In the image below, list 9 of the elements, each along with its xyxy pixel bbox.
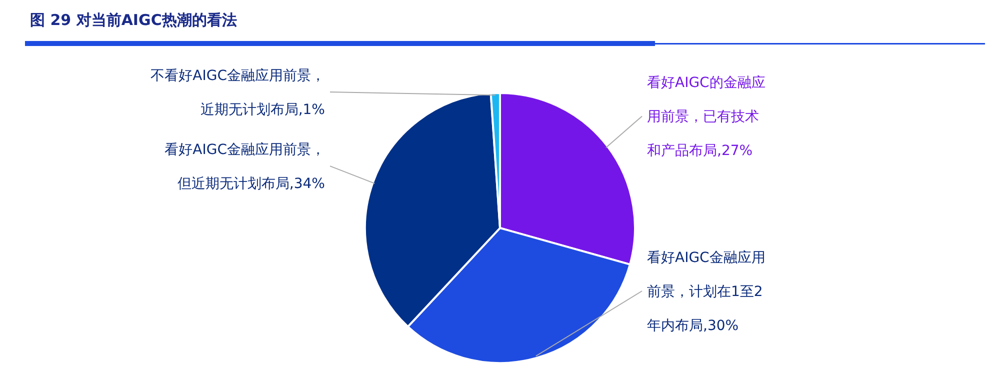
value-label: ,27% xyxy=(717,143,753,160)
value-label: ,1% xyxy=(298,102,325,118)
slice-label: 看好AIGC的金融应用前景，已有技术和产品布局,27% xyxy=(647,75,766,160)
value-label: ,30% xyxy=(703,318,739,334)
slice-label: 看好AIGC金融应用前景，但近期无计划布局,34% xyxy=(164,142,325,192)
slice-label: 看好AIGC金融应用前景，计划在1至2年内布局,30% xyxy=(647,250,766,334)
text: 图 29 对当前AIGC热潮的看法 xyxy=(30,11,237,29)
slice-label: 不看好AIGC金融应用前景，近期无计划布局,1% xyxy=(150,68,325,118)
value-label: ,34% xyxy=(289,176,325,192)
